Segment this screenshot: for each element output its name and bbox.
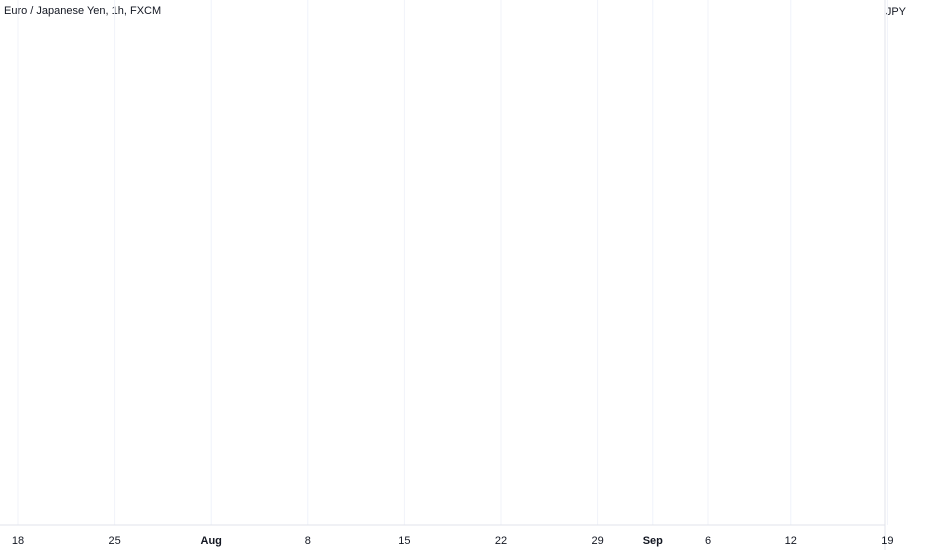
currency-label: JPY <box>885 6 906 18</box>
x-tick-label: 12 <box>785 535 797 547</box>
grid-lines <box>17 0 888 525</box>
x-tick-label: Aug <box>201 535 222 547</box>
x-tick-label: 19 <box>881 535 893 547</box>
x-tick-label: 8 <box>305 535 311 547</box>
x-tick-label: 18 <box>12 535 24 547</box>
x-tick-label: 15 <box>398 535 410 547</box>
x-tick-label: 6 <box>705 535 711 547</box>
x-tick-label: 29 <box>591 535 603 547</box>
x-tick-label: 25 <box>108 535 120 547</box>
chart-title: Euro / Japanese Yen, 1h, FXCM <box>4 5 162 17</box>
time-axis-labels: 18 25 Aug 8 15 22 29 Sep 6 12 19 <box>12 535 894 547</box>
x-tick-label: 22 <box>495 535 507 547</box>
x-tick-label: Sep <box>643 535 663 547</box>
